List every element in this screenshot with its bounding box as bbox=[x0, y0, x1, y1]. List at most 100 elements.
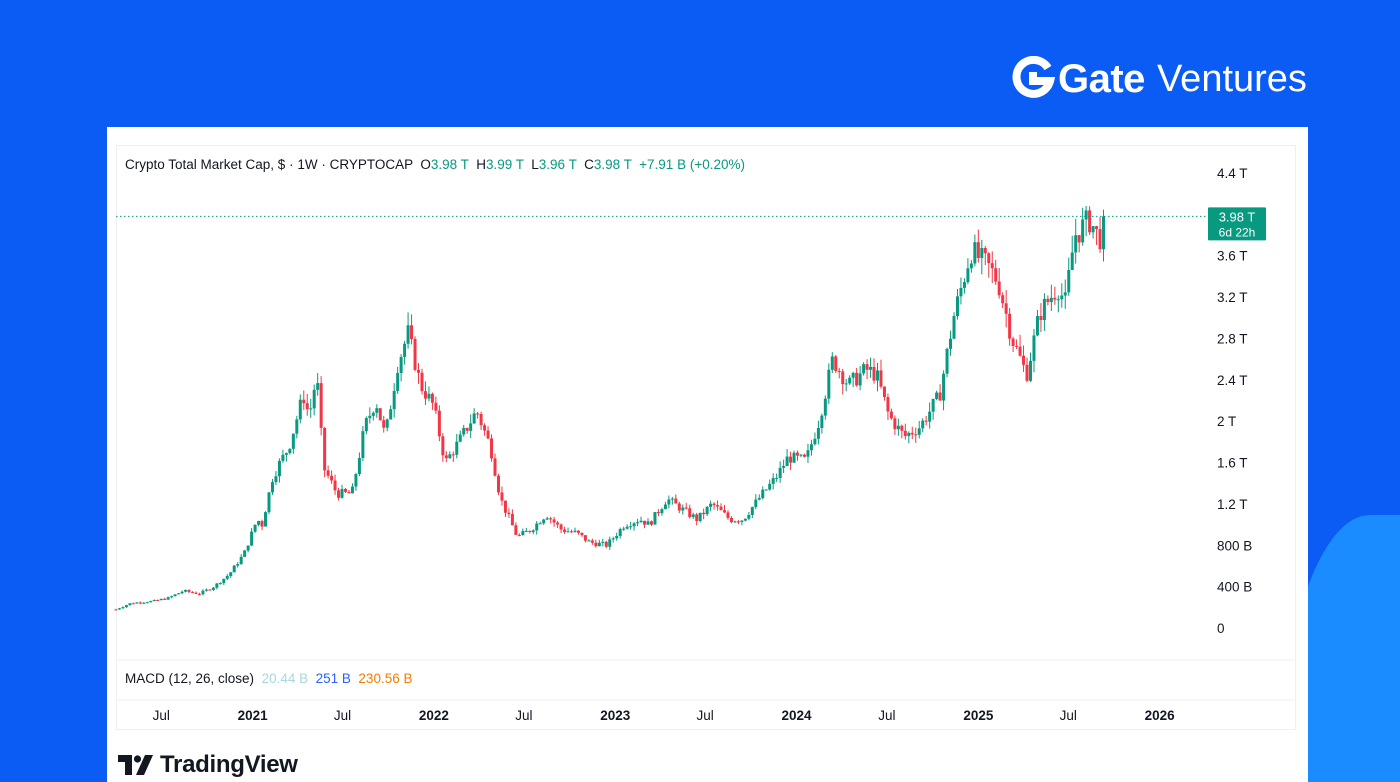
candle-body bbox=[729, 517, 733, 523]
candle-body bbox=[149, 601, 153, 603]
candle-body bbox=[952, 316, 956, 339]
candle-body bbox=[441, 436, 445, 456]
candle-body bbox=[1063, 292, 1067, 296]
last-price-label: 3.98 T bbox=[1219, 209, 1256, 224]
tradingview-footer: TradingView bbox=[118, 751, 298, 779]
candle-body bbox=[959, 287, 963, 297]
candle-body bbox=[1102, 216, 1106, 250]
candle-body bbox=[281, 454, 285, 461]
candle-body bbox=[274, 476, 278, 483]
candle-body bbox=[938, 392, 942, 401]
candle-body bbox=[514, 525, 518, 535]
bar-countdown-label: 6d 22h bbox=[1219, 225, 1256, 239]
candle-body bbox=[1008, 313, 1012, 339]
candle-body bbox=[889, 411, 893, 419]
last-price-tag bbox=[1208, 207, 1266, 241]
candle-body bbox=[698, 512, 702, 521]
candle-body bbox=[935, 392, 939, 399]
candle-body bbox=[531, 530, 535, 533]
y-axis-tick-label: 3.6 T bbox=[1217, 249, 1248, 264]
candle-body bbox=[166, 597, 170, 600]
candle-body bbox=[663, 504, 667, 510]
candle-body bbox=[872, 366, 876, 381]
candle-body bbox=[298, 399, 302, 420]
candle-body bbox=[743, 518, 747, 521]
candle-body bbox=[528, 530, 532, 533]
candle-body bbox=[1091, 226, 1095, 233]
candle-body bbox=[942, 373, 946, 401]
candle-body bbox=[121, 607, 125, 609]
candle-body bbox=[590, 540, 594, 543]
candle-body bbox=[1056, 299, 1060, 301]
candle-body bbox=[771, 478, 775, 484]
candle-body bbox=[830, 356, 834, 370]
candle-body bbox=[455, 441, 459, 455]
candle-body bbox=[639, 520, 643, 523]
candle-body bbox=[170, 596, 174, 598]
candle-body bbox=[928, 411, 932, 422]
candle-body bbox=[197, 593, 201, 595]
candle-body bbox=[1098, 229, 1102, 250]
candle-body bbox=[451, 454, 455, 456]
candle-body bbox=[277, 460, 281, 477]
y-axis-tick-label: 0 bbox=[1217, 621, 1225, 636]
candle-body bbox=[462, 427, 466, 435]
change-value: +7.91 B (+0.20%) bbox=[639, 157, 745, 172]
candle-body bbox=[444, 455, 448, 459]
candle-body bbox=[476, 413, 480, 415]
candle-body bbox=[190, 591, 194, 593]
candle-body bbox=[799, 454, 803, 456]
candle-body bbox=[573, 530, 577, 532]
high-value: 3.99 T bbox=[485, 157, 524, 172]
candle-body bbox=[775, 477, 779, 479]
candlestick-chart[interactable]: 0 400 B 800 B 1.2 T 1.6 T 2 T 2.4 T 2.8 T 3.2 T 3… bbox=[107, 127, 1308, 782]
candle-body bbox=[997, 281, 1001, 296]
candle-body bbox=[660, 509, 664, 514]
x-axis-tick-label: Jul bbox=[696, 708, 713, 723]
candle-body bbox=[316, 383, 320, 390]
candle-body bbox=[535, 523, 539, 531]
candle-body bbox=[229, 572, 233, 576]
candle-body bbox=[733, 521, 737, 523]
candle-body bbox=[684, 507, 688, 509]
candle-body bbox=[458, 434, 462, 442]
candle-body bbox=[267, 492, 271, 513]
candle-body bbox=[778, 467, 782, 478]
candle-body bbox=[135, 602, 139, 604]
candle-body bbox=[841, 371, 845, 385]
candle-body bbox=[145, 602, 149, 604]
candle-body bbox=[180, 591, 184, 594]
candle-body bbox=[559, 524, 563, 530]
candle-body bbox=[1022, 355, 1026, 365]
candle-body bbox=[542, 519, 546, 524]
x-axis-tick-label: 2022 bbox=[419, 708, 449, 723]
x-axis-tick-label: Jul bbox=[515, 708, 532, 723]
candle-body bbox=[184, 589, 188, 592]
candle-body bbox=[326, 470, 330, 476]
brand-gate-text: Gate bbox=[1058, 56, 1145, 101]
x-axis-tick-label: Jul bbox=[1060, 708, 1077, 723]
candle-body bbox=[389, 409, 393, 420]
y-axis-tick-label: 2.8 T bbox=[1217, 331, 1248, 346]
candle-body bbox=[643, 520, 647, 525]
candle-body bbox=[764, 489, 768, 491]
candle-body bbox=[945, 348, 949, 374]
candle-body bbox=[844, 383, 848, 385]
candle-body bbox=[983, 248, 987, 254]
candle-body bbox=[448, 454, 452, 459]
candle-body bbox=[886, 397, 890, 412]
candle-body bbox=[403, 343, 407, 357]
candle-body bbox=[1084, 210, 1088, 220]
candle-body bbox=[1004, 303, 1008, 314]
candle-body bbox=[597, 542, 601, 547]
y-axis-tick-label: 400 B bbox=[1217, 580, 1252, 595]
candle-body bbox=[159, 598, 163, 601]
candle-body bbox=[347, 491, 351, 494]
candle-body bbox=[1042, 298, 1046, 320]
candle-body bbox=[333, 480, 337, 491]
candle-body bbox=[931, 398, 935, 412]
candle-body bbox=[921, 420, 925, 429]
candle-body bbox=[124, 605, 128, 608]
candle-body bbox=[719, 506, 723, 511]
candle-body bbox=[399, 356, 403, 374]
